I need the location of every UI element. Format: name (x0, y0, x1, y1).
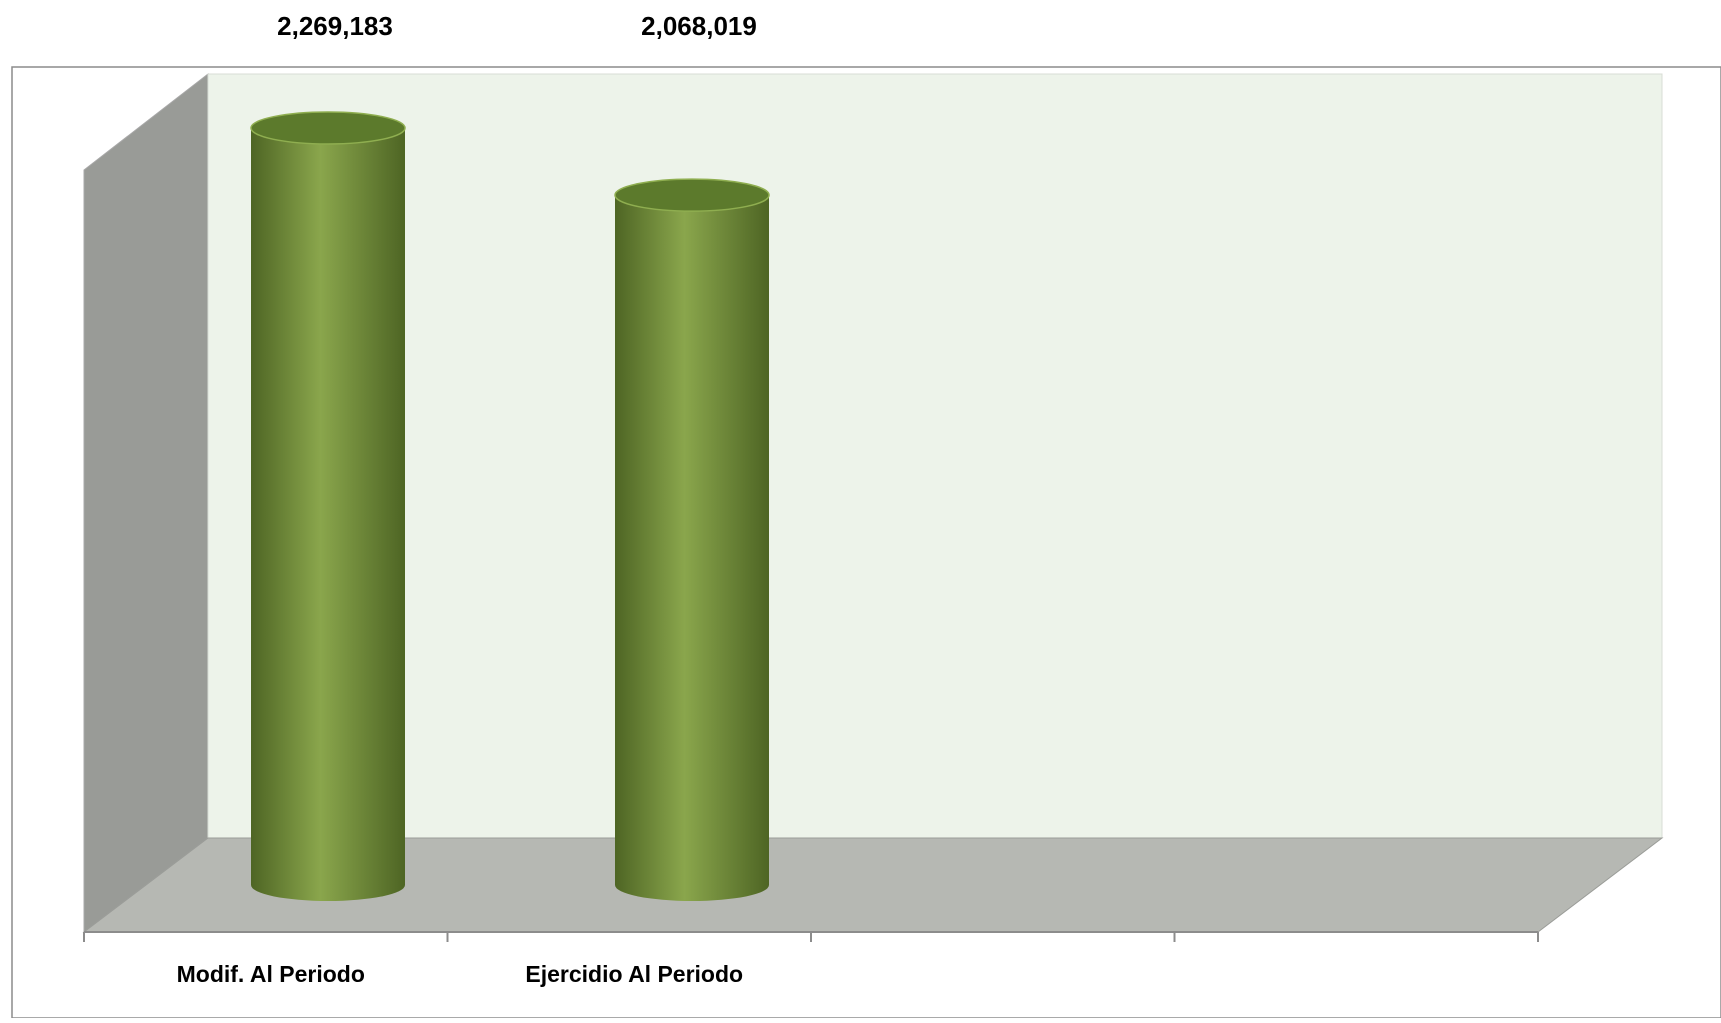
bar-2-body (615, 195, 769, 902)
x-tick-label-2: Ejercidio Al Periodo (525, 961, 743, 987)
bar-1-top (250, 111, 406, 145)
bar-2-top (614, 178, 770, 212)
data-label-2: 2,068,019 (641, 11, 757, 41)
bars (250, 111, 770, 902)
bar-1-body (251, 128, 405, 901)
labels: 2,269,183 Modif. Al Periodo 2,068,019 Ejerc… (177, 11, 757, 987)
back-wall (207, 73, 1663, 839)
data-label-1: 2,269,183 (277, 11, 393, 41)
x-tick-label-1: Modif. Al Periodo (177, 961, 365, 987)
x-axis-ticks (83, 932, 1539, 942)
side-wall (83, 72, 209, 934)
